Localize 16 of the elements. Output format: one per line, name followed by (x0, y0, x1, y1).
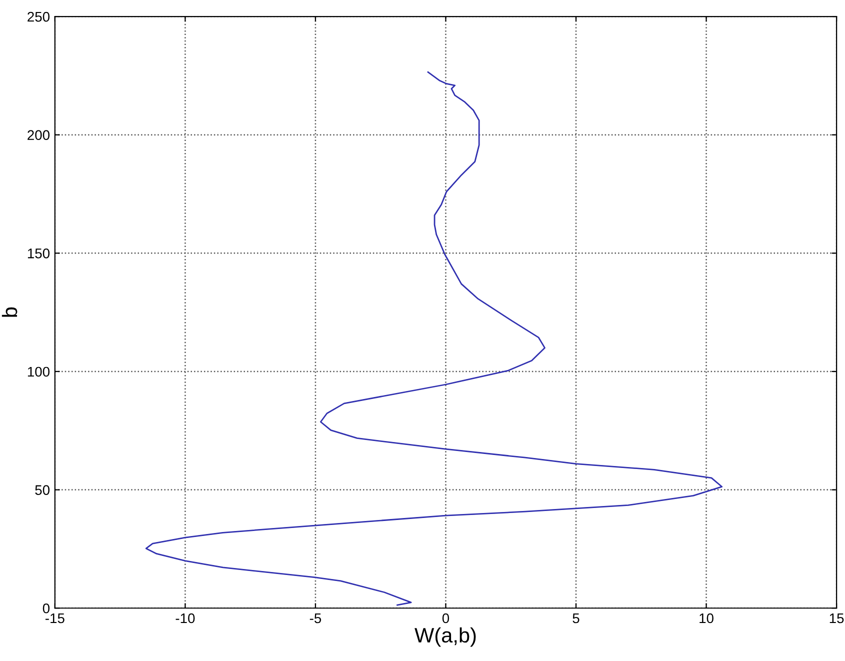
x-axis-title: W(a,b) (414, 627, 476, 647)
x-tick-label: 10 (700, 613, 714, 624)
y-tick-label: 0 (42, 603, 50, 614)
y-tick-label: 150 (28, 248, 50, 258)
x-tick-label: -10 (176, 613, 195, 624)
x-tick-label: -5 (310, 613, 322, 624)
x-tick-label: 5 (572, 613, 580, 624)
y-axis-title: b (2, 307, 18, 317)
x-tick-label: 0 (442, 613, 450, 624)
y-tick-label: 50 (35, 485, 50, 495)
y-tick-label: 100 (28, 366, 50, 377)
y-tick-label: 250 (28, 12, 50, 22)
x-tick-label: 15 (830, 613, 844, 624)
x-tick-label: -15 (46, 613, 64, 624)
line-series (145, 71, 723, 606)
y-tick-label: 200 (28, 130, 50, 140)
